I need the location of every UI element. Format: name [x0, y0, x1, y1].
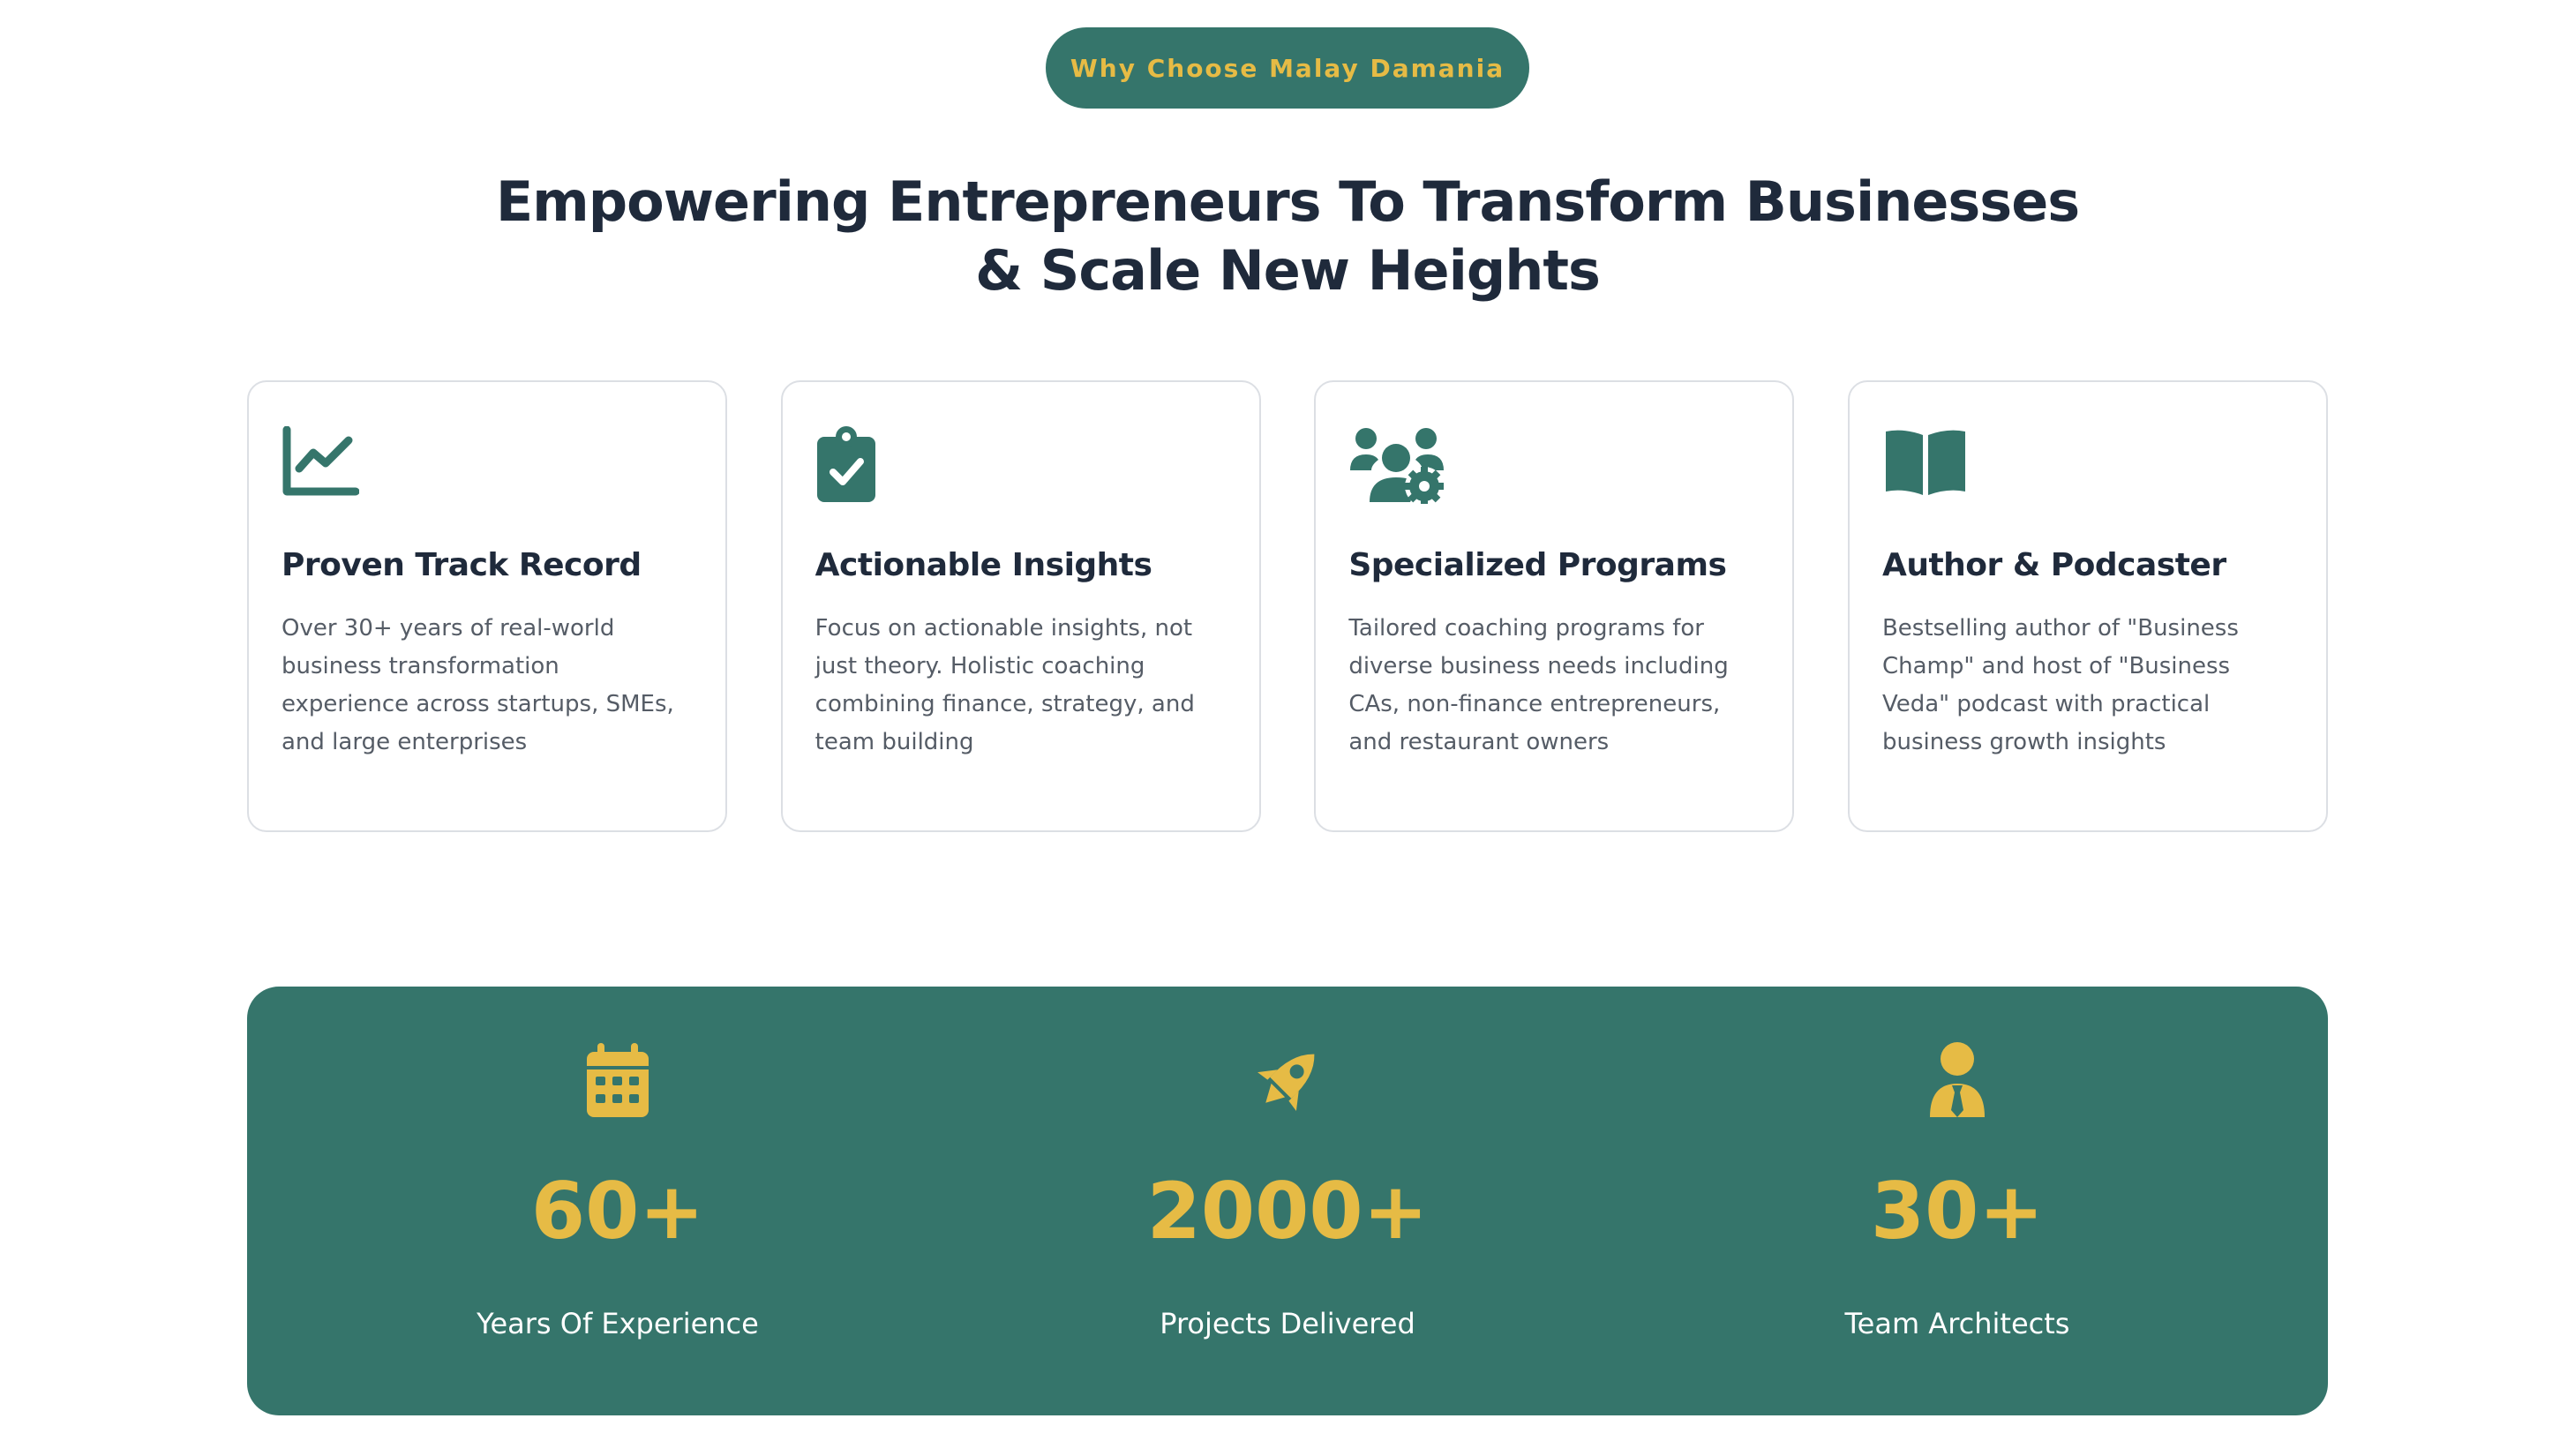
feature-description: Over 30+ years of real-world business tr… — [282, 615, 674, 755]
feature-description: Tailored coaching programs for diverse b… — [1348, 615, 1729, 755]
feature-description: Bestselling author of "Business Champ" a… — [1881, 615, 2239, 755]
book-open-icon — [1882, 426, 1979, 506]
feature-card-proven-track-record: Proven Track Record Over 30+ years of re… — [247, 380, 727, 832]
chart-line-icon — [282, 426, 379, 506]
stat-value: 30+ — [1870, 1166, 2045, 1257]
feature-title: Author & Podcaster — [1881, 547, 2226, 583]
headline-line-2: & Scale New Heights — [975, 238, 1601, 303]
stat-value: 2000+ — [1146, 1166, 1429, 1257]
stat-label: Projects Delivered — [1160, 1307, 1415, 1340]
feature-card-actionable-insights: Actionable Insights Focus on actionable … — [780, 380, 1261, 832]
feature-title: Proven Track Record — [282, 547, 642, 583]
feature-title: Specialized Programs — [1348, 547, 1727, 583]
feature-title: Actionable Insights — [815, 547, 1152, 583]
feature-card-author-podcaster: Author & Podcaster Bestselling author of… — [1847, 380, 2328, 832]
feature-card-specialized-programs: Specialized Programs Tailored coaching p… — [1314, 380, 1795, 832]
stat-label: Team Architects — [1844, 1307, 2070, 1340]
section-badge: Why Choose Malay Damania — [1046, 27, 1529, 109]
stat-value: 60+ — [530, 1166, 705, 1257]
section-badge-label: Why Choose Malay Damania — [1070, 53, 1505, 83]
stats-band: 60+ Years Of Experience 2000+ Projects D… — [247, 987, 2328, 1415]
stat-team-architects: 30+ Team Architects — [1710, 987, 2204, 1415]
users-gear-icon — [1348, 426, 1445, 506]
feature-cards: Proven Track Record Over 30+ years of re… — [247, 380, 2328, 832]
stat-projects-delivered: 2000+ Projects Delivered — [1040, 987, 1535, 1415]
user-tie-icon — [1918, 1041, 1997, 1121]
headline-line-1: Empowering Entrepreneurs To Transform Bu… — [495, 169, 2080, 234]
calendar-icon — [578, 1041, 657, 1121]
feature-description: Focus on actionable insights, not just t… — [815, 615, 1195, 755]
stat-years-of-experience: 60+ Years Of Experience — [371, 987, 865, 1415]
rocket-icon — [1248, 1041, 1327, 1121]
stat-label: Years Of Experience — [477, 1307, 759, 1340]
clipboard-check-icon — [815, 426, 912, 506]
section-headline: Empowering Entrepreneurs To Transform Bu… — [0, 168, 2575, 305]
